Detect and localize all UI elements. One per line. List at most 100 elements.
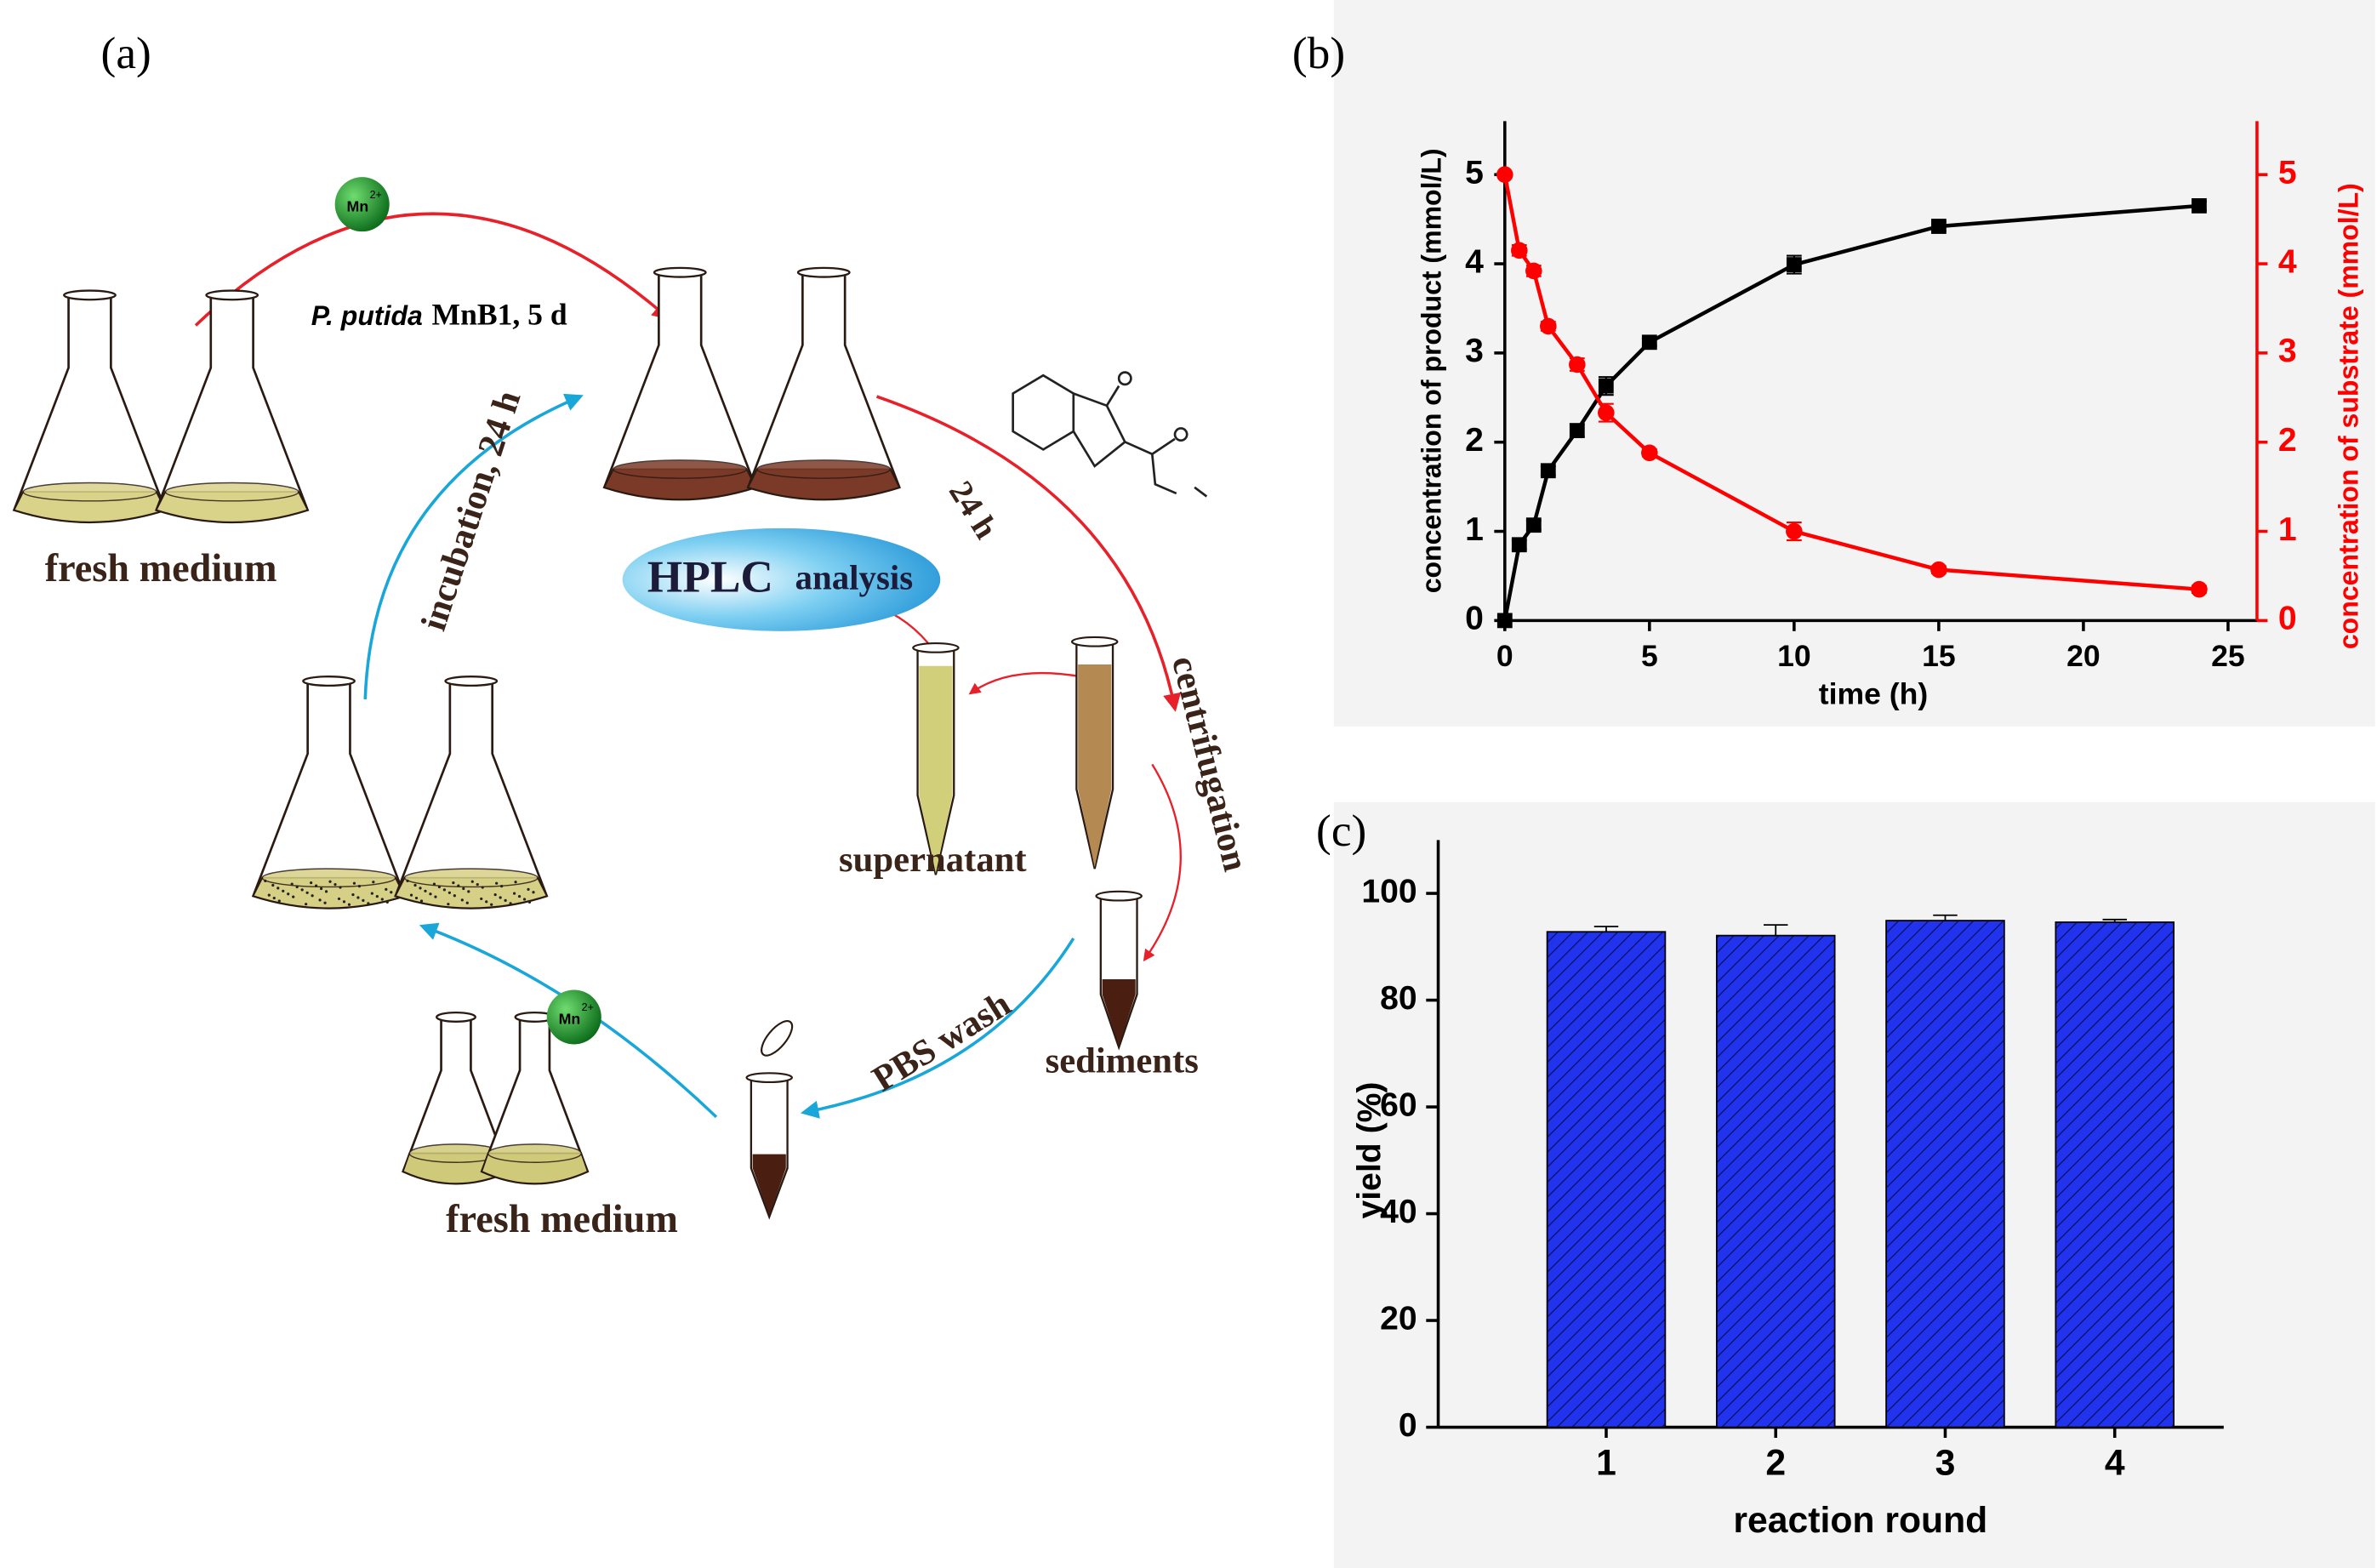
error-bar: [1933, 914, 1958, 921]
cell-dot: [305, 891, 309, 894]
cell-dot: [432, 882, 436, 886]
y-tick-label: 5: [1465, 155, 1484, 191]
strain-label: P. putida: [311, 300, 423, 331]
x-axis-label: reaction round: [1733, 1500, 1987, 1541]
cell-dot: [424, 889, 427, 892]
tube-liquid: [1078, 664, 1112, 868]
tube-lid: [761, 1020, 794, 1057]
cell-dot: [434, 895, 437, 898]
error-bar: [1764, 924, 1788, 936]
cell-dot: [493, 892, 497, 897]
cell-dot: [465, 901, 469, 904]
cell-dot: [527, 887, 530, 891]
tube-liquid: [1102, 978, 1136, 1046]
series-line: [1502, 203, 2200, 621]
flask-rim: [205, 289, 259, 301]
cell-dot: [319, 887, 323, 891]
series-line: [1502, 174, 2200, 591]
x-tick-label: 25: [2211, 639, 2245, 673]
data-point: [1930, 561, 1947, 579]
tube: [745, 1072, 793, 1220]
cell-dot: [323, 901, 327, 904]
cell-dot: [380, 898, 384, 901]
hplc-label: HPLC: [647, 550, 773, 602]
x-tick-label: 20: [2066, 639, 2101, 673]
cell-dot: [310, 881, 313, 885]
y2-tick-label: 5: [2278, 155, 2297, 191]
y-tick-label: 1: [1465, 511, 1484, 548]
diagram-shapes: Mn2+Mn2+: [12, 177, 1143, 1220]
cell-dot: [512, 892, 516, 895]
cell-dot: [357, 885, 362, 888]
tube-rim: [745, 1072, 793, 1084]
cell-dot: [375, 894, 379, 898]
cell-dot: [467, 890, 470, 893]
step-label: 24 h: [942, 475, 1005, 545]
flask-rim: [63, 289, 117, 301]
y-tick-label: 60: [1380, 1086, 1417, 1123]
panel-label: (a): [101, 27, 151, 78]
cell-dot: [460, 898, 464, 902]
y2-tick-label: 1: [2278, 511, 2297, 548]
cell-dot: [315, 884, 318, 887]
mn-ion: [334, 177, 390, 232]
data-point: [1569, 423, 1585, 438]
cell-dot: [333, 883, 337, 887]
tube-rim: [912, 641, 960, 653]
x-tick-label: 3: [1935, 1442, 1956, 1483]
cell-dot: [390, 891, 393, 894]
cell-dot: [370, 892, 373, 895]
x-tick-label: 0: [1496, 639, 1513, 673]
panel-c-background: [1333, 801, 2375, 1568]
flask-rim: [302, 676, 356, 687]
cell-dot: [476, 883, 479, 887]
x-tick-label: 1: [1596, 1442, 1616, 1483]
cell-dot: [367, 902, 370, 905]
data-point: [1511, 242, 1528, 259]
cell-dot: [272, 896, 276, 900]
cell-dot: [413, 883, 417, 887]
cell-dot: [500, 885, 504, 888]
cell-dot: [276, 887, 280, 890]
cell-dot: [490, 903, 493, 906]
y-tick-label: 0: [1399, 1407, 1417, 1444]
tube-liquid: [752, 1154, 786, 1216]
data-point: [1540, 463, 1556, 479]
error-bar: [2102, 918, 2127, 922]
cell-dot: [481, 886, 484, 889]
mn-charge: 2+: [582, 1001, 594, 1013]
x-tick-label: 10: [1777, 639, 1811, 673]
bar: [1546, 931, 1667, 1428]
y2-tick-label: 2: [2278, 422, 2297, 459]
x-tick-label: 2: [1765, 1442, 1786, 1483]
x-tick-label: 5: [1641, 639, 1658, 673]
data-point: [1525, 262, 1542, 280]
x-tick-label: 4: [2105, 1442, 2125, 1483]
cell-dot: [419, 887, 422, 890]
cell-dot: [292, 895, 295, 898]
cell-dot: [457, 884, 460, 887]
data-point: [1641, 334, 1657, 351]
data-point: [1569, 356, 1586, 373]
tube-rim: [1070, 636, 1119, 647]
flask-rim: [444, 676, 499, 687]
cell-dot: [318, 898, 322, 902]
panel-label: (c): [1316, 805, 1366, 856]
flask-rim: [436, 1011, 476, 1023]
tube: [1070, 636, 1119, 870]
panel-b-background: [1333, 0, 2375, 727]
cell-dot: [452, 881, 455, 885]
data-point: [1496, 613, 1513, 629]
tube-rim: [1095, 890, 1143, 902]
sediments-label: sediments: [1046, 1041, 1199, 1080]
y2-tick-label: 3: [2278, 333, 2297, 369]
cell-dot: [462, 887, 465, 891]
cell-dot: [295, 885, 299, 889]
y2-tick-label: 0: [2278, 601, 2297, 637]
cell-dot: [290, 882, 294, 886]
bar: [1885, 920, 2005, 1428]
bar: [2055, 921, 2175, 1428]
cell-dot: [522, 898, 527, 901]
data-point: [1786, 257, 1802, 272]
